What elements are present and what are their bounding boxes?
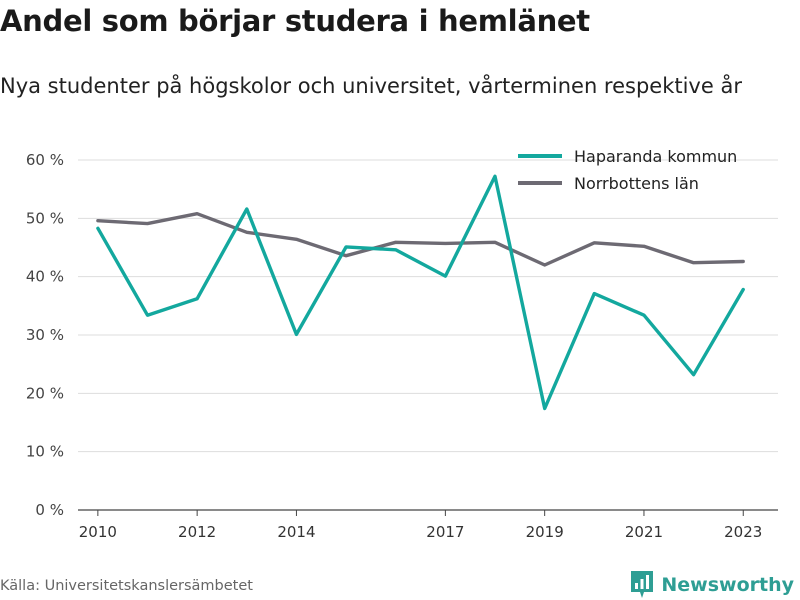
chart-subtitle: Nya studenter på högskolor och universit… (0, 74, 742, 98)
brand-logo: Newsworthy (629, 570, 794, 600)
x-tick-label: 2012 (178, 523, 216, 541)
legend: Haparanda kommun Norrbottens län (518, 147, 737, 193)
y-tick-label: 20 % (26, 384, 64, 402)
x-tick-label: 2014 (277, 523, 315, 541)
series-lines (96, 174, 745, 411)
x-axis-ticks: 2010 2012 2014 2017 2019 2021 2023 (79, 510, 762, 541)
x-tick-label: 2021 (625, 523, 663, 541)
x-tick-label: 2019 (526, 523, 564, 541)
newsworthy-logo-icon (631, 571, 654, 598)
gridlines (78, 159, 778, 511)
chart-title: Andel som börjar studera i hemlänet (0, 4, 590, 38)
y-axis-ticks: 0 % 10 % 20 % 30 % 40 % 50 % 60 % (26, 151, 64, 519)
series-line (96, 211, 745, 267)
line-chart: 0 % 10 % 20 % 30 % 40 % 50 % 60 % 2010 2012 2014… (26, 147, 778, 541)
legend-label: Haparanda kommun (574, 147, 737, 166)
y-tick-label: 50 % (26, 209, 64, 227)
x-tick-label: 2017 (426, 523, 464, 541)
y-tick-label: 40 % (26, 268, 64, 286)
source-note: Källa: Universitetskanslersämbetet (0, 578, 253, 594)
brand-name: Newsworthy (661, 574, 794, 596)
y-tick-label: 0 % (35, 501, 64, 519)
x-tick-label: 2010 (79, 523, 117, 541)
y-tick-label: 10 % (26, 443, 64, 461)
y-tick-label: 30 % (26, 326, 64, 344)
y-tick-label: 60 % (26, 151, 64, 169)
legend-label: Norrbottens län (574, 174, 699, 193)
x-tick-label: 2023 (724, 523, 762, 541)
series-line (96, 174, 745, 411)
